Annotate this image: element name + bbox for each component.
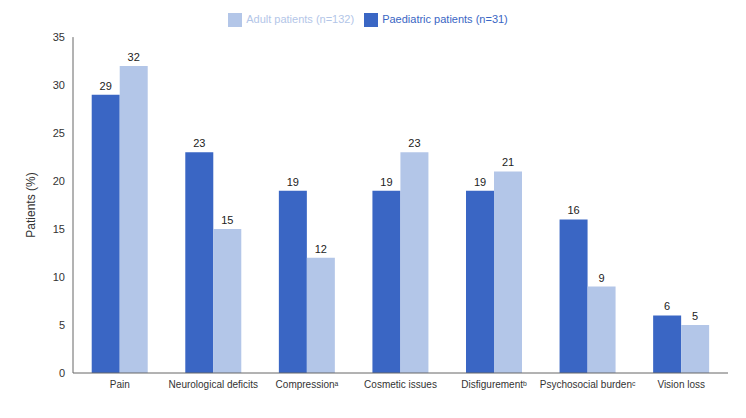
svg-text:30: 30: [53, 79, 65, 91]
svg-text:Patients (%): Patients (%): [24, 172, 38, 237]
svg-text:15: 15: [221, 214, 233, 226]
svg-text:Neurological deficits: Neurological deficits: [169, 379, 259, 390]
svg-text:Pain: Pain: [110, 379, 130, 390]
svg-text:15: 15: [53, 223, 65, 235]
svg-text:9: 9: [599, 272, 605, 284]
svg-text:5: 5: [59, 319, 65, 331]
html-text:Paediatric patients (n=31): Paediatric patients (n=31): [382, 13, 508, 25]
svg-text:Cosmetic issues: Cosmetic issues: [364, 379, 437, 390]
svg-text:12: 12: [315, 243, 327, 255]
svg-text:Disfigurementᵇ: Disfigurementᵇ: [461, 379, 527, 390]
svg-text:32: 32: [128, 51, 140, 63]
svg-text:23: 23: [193, 137, 205, 149]
html-text:Adult patients (n=132): Adult patients (n=132): [246, 13, 355, 25]
svg-text:6: 6: [664, 300, 670, 312]
svg-text:19: 19: [474, 176, 486, 188]
svg-text:25: 25: [53, 127, 65, 139]
svg-text:16: 16: [567, 204, 579, 216]
svg-text:5: 5: [692, 310, 698, 322]
svg-text:20: 20: [53, 175, 65, 187]
svg-text:Vision loss: Vision loss: [657, 379, 705, 390]
svg-text:35: 35: [53, 31, 65, 43]
svg-text:Psychosocial burdenᶜ: Psychosocial burdenᶜ: [540, 379, 636, 390]
svg-text:19: 19: [287, 176, 299, 188]
svg-text:19: 19: [380, 176, 392, 188]
svg-text:0: 0: [59, 367, 65, 379]
svg-text:Compressionᵃ: Compressionᵃ: [276, 379, 339, 390]
svg-text:23: 23: [408, 137, 420, 149]
svg-text:10: 10: [53, 271, 65, 283]
svg-text:29: 29: [100, 80, 112, 92]
svg-text:21: 21: [502, 156, 514, 168]
